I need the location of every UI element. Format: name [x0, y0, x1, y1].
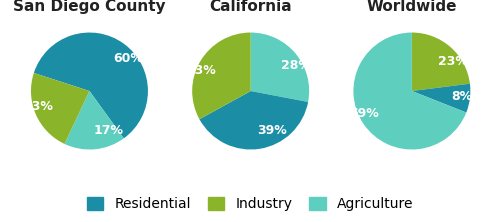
Wedge shape	[412, 84, 470, 113]
Text: 23%: 23%	[438, 55, 468, 68]
Wedge shape	[192, 33, 250, 119]
Wedge shape	[200, 91, 308, 149]
Text: 33%: 33%	[186, 64, 216, 77]
Wedge shape	[31, 73, 90, 144]
Text: 17%: 17%	[93, 124, 123, 137]
Title: Worldwide: Worldwide	[366, 0, 457, 14]
Legend: Residential, Industry, Agriculture: Residential, Industry, Agriculture	[82, 192, 417, 215]
Wedge shape	[412, 33, 470, 91]
Wedge shape	[64, 91, 124, 149]
Text: 8%: 8%	[452, 89, 472, 103]
Text: 39%: 39%	[257, 124, 286, 137]
Text: 60%: 60%	[113, 52, 142, 65]
Text: 69%: 69%	[349, 107, 379, 120]
Wedge shape	[250, 33, 309, 102]
Text: 23%: 23%	[23, 100, 53, 113]
Wedge shape	[34, 33, 148, 138]
Wedge shape	[354, 33, 467, 149]
Title: San Diego County: San Diego County	[13, 0, 166, 14]
Title: California: California	[210, 0, 292, 14]
Text: 28%: 28%	[282, 59, 311, 72]
